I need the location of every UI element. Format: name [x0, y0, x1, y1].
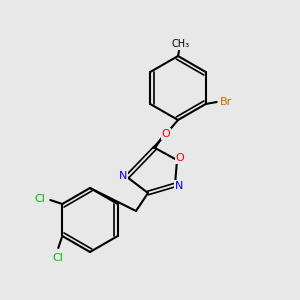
Text: CH₃: CH₃	[172, 39, 190, 49]
Text: O: O	[162, 129, 170, 139]
Text: Br: Br	[220, 97, 232, 107]
Text: O: O	[176, 153, 184, 163]
Text: Cl: Cl	[53, 253, 64, 263]
Text: N: N	[119, 171, 127, 181]
Text: N: N	[175, 181, 183, 191]
Text: Cl: Cl	[35, 194, 46, 204]
